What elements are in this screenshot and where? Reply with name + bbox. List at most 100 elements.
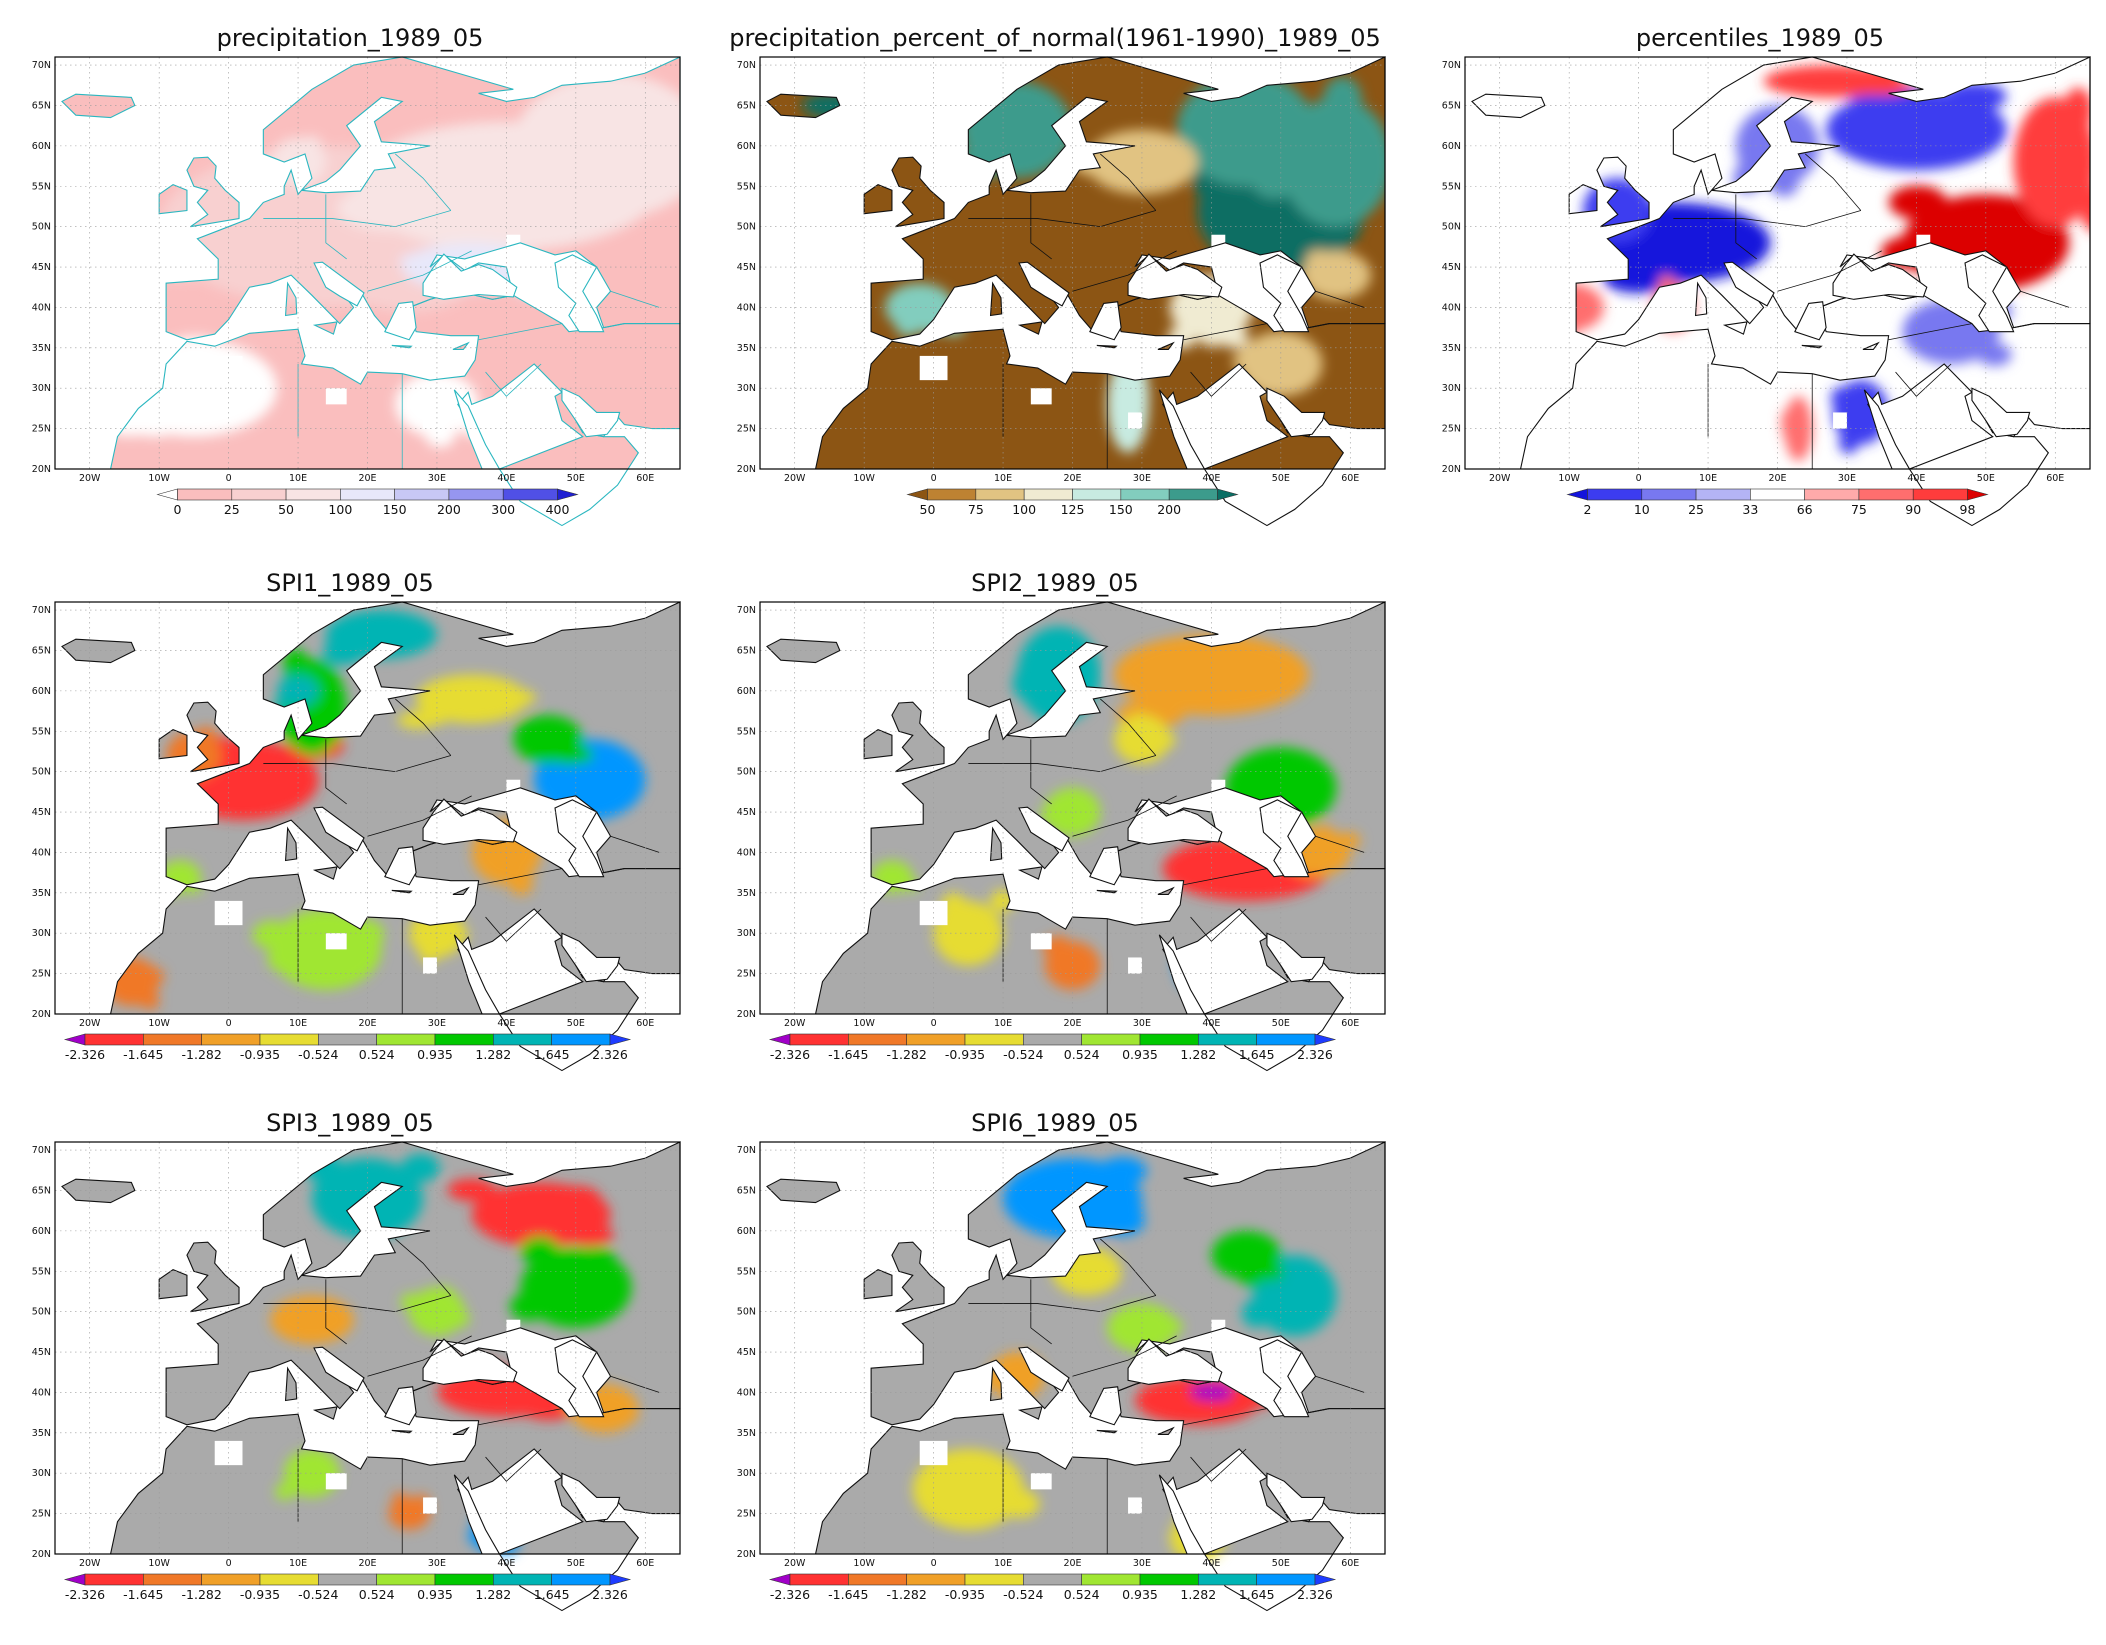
lon-tick-label: 0 bbox=[931, 1018, 937, 1029]
percent-of-normal-map: 20W 10W 0 10E 20E 30E 40E 50E 60E 20N 25N 30N 35N 40N… bbox=[737, 56, 1386, 527]
lon-tick-label: 0 bbox=[226, 1558, 232, 1569]
lat-tick-label: 65N bbox=[737, 645, 756, 656]
sea bbox=[554, 799, 605, 878]
colorbar-label: 0.935 bbox=[417, 1587, 453, 1602]
lon-tick-label: 20W bbox=[79, 1558, 101, 1569]
lat-tick-label: 70N bbox=[737, 605, 756, 616]
coastline bbox=[891, 701, 945, 773]
field-blob bbox=[1781, 410, 1791, 433]
border-line bbox=[367, 250, 472, 292]
lat-tick-label: 65N bbox=[32, 100, 51, 111]
colorbar-label: 200 bbox=[1157, 502, 1181, 517]
coastline bbox=[312, 866, 338, 880]
coastline bbox=[766, 638, 841, 664]
field-blob bbox=[293, 1305, 323, 1323]
colorbar-box bbox=[1256, 1033, 1316, 1046]
colorbar-label: -0.935 bbox=[240, 1587, 280, 1602]
lon-tick-label: 0 bbox=[226, 1018, 232, 1029]
coastline bbox=[1203, 936, 1345, 1072]
lon-tick-label: 60E bbox=[1341, 1558, 1359, 1569]
lat-tick-label: 70N bbox=[737, 60, 756, 71]
lat-tick-label: 25N bbox=[32, 969, 51, 980]
field-blob bbox=[283, 648, 308, 683]
lat-tick-label: 60N bbox=[32, 686, 51, 697]
field-blob bbox=[891, 869, 906, 882]
field-blob bbox=[556, 748, 581, 766]
missing-data bbox=[1735, 388, 1757, 405]
colorbar-label: 25 bbox=[1688, 502, 1704, 517]
colorbar-box bbox=[1081, 1573, 1141, 1586]
panel-title: SPI1_1989_05 bbox=[266, 569, 434, 597]
lat-tick-label: 55N bbox=[737, 726, 756, 737]
map-panel-spi1: SPI1_1989_05 20W 10W 0 10E 20E 30E 40E 50E 60E 20… bbox=[0, 565, 700, 1105]
colorbar-arrow-low bbox=[906, 488, 928, 501]
field-blob bbox=[1156, 731, 1176, 749]
field-blob bbox=[450, 1310, 470, 1328]
coastline bbox=[1203, 391, 1345, 527]
lat-tick-label: 60N bbox=[1442, 141, 1461, 152]
field-blob bbox=[1306, 250, 1331, 268]
lat-tick-label: 20N bbox=[737, 464, 756, 475]
colorbar-label: 0.935 bbox=[1122, 1587, 1158, 1602]
field-blob bbox=[1134, 1306, 1159, 1324]
field-blob bbox=[565, 1223, 614, 1246]
border-line bbox=[325, 739, 347, 805]
coastline bbox=[1596, 156, 1650, 228]
coastline bbox=[1157, 886, 1175, 895]
border-line bbox=[325, 194, 347, 260]
colorbar-label: 90 bbox=[1905, 502, 1921, 517]
lat-tick-label: 55N bbox=[737, 181, 756, 192]
colorbar-box bbox=[1198, 1033, 1257, 1046]
colorbar-label: -1.645 bbox=[828, 1587, 868, 1602]
colorbar-label: 75 bbox=[968, 502, 984, 517]
coastline bbox=[989, 826, 1003, 862]
lat-tick-label: 50N bbox=[737, 767, 756, 778]
lon-tick-label: 0 bbox=[931, 1558, 937, 1569]
lat-tick-label: 20N bbox=[32, 1009, 51, 1020]
lat-tick-label: 70N bbox=[32, 1145, 51, 1156]
missing-data bbox=[1030, 933, 1052, 950]
colorbar-label: 1.645 bbox=[1239, 1047, 1275, 1062]
colorbar-arrow-low bbox=[768, 1033, 791, 1046]
sea bbox=[313, 806, 365, 852]
plot-frame bbox=[54, 1141, 681, 1555]
coastline bbox=[312, 321, 338, 335]
field-blob bbox=[296, 1463, 317, 1481]
colorbar-box bbox=[906, 1573, 966, 1586]
colorbar-box bbox=[201, 1573, 261, 1586]
sea bbox=[1006, 641, 1136, 739]
colorbar-label: 2 bbox=[1584, 502, 1592, 517]
lat-tick-label: 35N bbox=[32, 343, 51, 354]
colorbar-box bbox=[448, 488, 504, 501]
field-blob bbox=[540, 155, 609, 207]
lat-tick-label: 35N bbox=[1442, 343, 1461, 354]
coastline bbox=[284, 1366, 298, 1402]
coastline bbox=[284, 281, 298, 317]
colorbar-box bbox=[376, 1573, 436, 1586]
border-line bbox=[367, 795, 472, 837]
lon-tick-label: 30E bbox=[428, 1558, 446, 1569]
colorbar-label: 0.524 bbox=[1064, 1587, 1100, 1602]
lon-tick-label: 50E bbox=[1272, 473, 1290, 484]
field-blob bbox=[1298, 1287, 1328, 1316]
coastline bbox=[186, 156, 240, 228]
colorbar-box bbox=[551, 1573, 611, 1586]
colorbar-label: 125 bbox=[1061, 502, 1085, 517]
field-blob bbox=[1797, 415, 1808, 438]
field-blob bbox=[1177, 650, 1246, 680]
lat-tick-label: 45N bbox=[32, 1347, 51, 1358]
lat-tick-label: 40N bbox=[737, 302, 756, 313]
colorbar-label: -0.524 bbox=[298, 1047, 338, 1062]
lon-tick-label: 50E bbox=[1272, 1018, 1290, 1029]
coastline bbox=[391, 889, 413, 894]
colorbar-label: 98 bbox=[1960, 502, 1976, 517]
panel-title: percentiles_1989_05 bbox=[1635, 24, 1885, 52]
lon-tick-label: 10E bbox=[289, 1558, 307, 1569]
lon-tick-label: 40E bbox=[1907, 473, 1925, 484]
colorbar-label: 25 bbox=[224, 502, 240, 517]
colorbar-label: -1.282 bbox=[887, 1047, 927, 1062]
lat-tick-label: 35N bbox=[737, 888, 756, 899]
lon-tick-label: 10W bbox=[853, 1018, 875, 1029]
lat-tick-label: 20N bbox=[737, 1009, 756, 1020]
lon-tick-label: 50E bbox=[1272, 1558, 1290, 1569]
